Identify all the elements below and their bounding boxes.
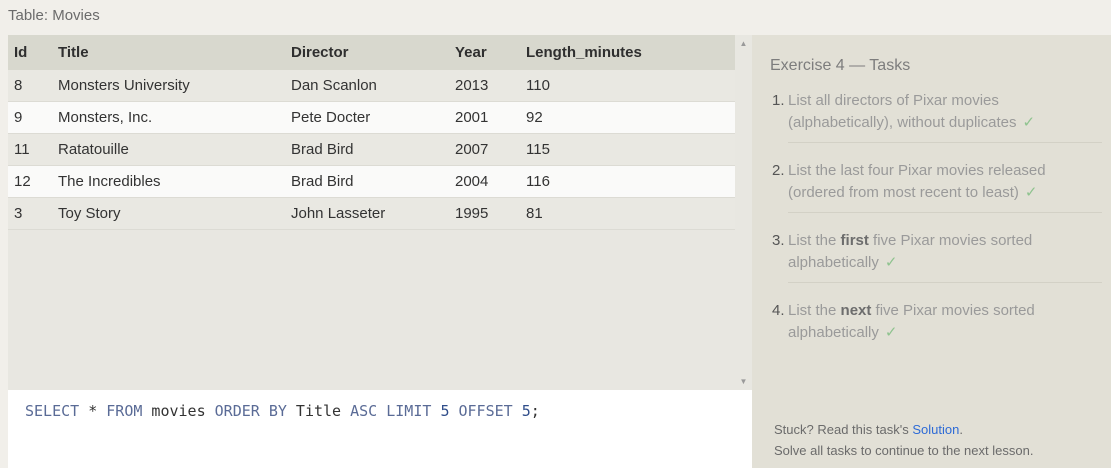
sql-keyword: ORDER BY (214, 402, 287, 420)
exercise-title: Exercise 4 — Tasks (770, 57, 911, 74)
task-text: List the last four Pixar movies released… (788, 160, 1102, 213)
task-emphasis: next (840, 302, 872, 319)
cell-id: 11 (14, 141, 30, 158)
sql-keyword: SELECT (25, 402, 80, 420)
cell-year: 1995 (455, 205, 489, 222)
exercise-footer: Stuck? Read this task's Solution. Solve … (774, 419, 1033, 461)
cell-length: 81 (526, 205, 543, 222)
table-row: 11 Ratatouille Brad Bird 2007 115 (8, 134, 735, 166)
scroll-up-icon[interactable]: ▲ (739, 39, 748, 48)
cell-id: 3 (14, 205, 23, 222)
sql-number: 5 (521, 402, 531, 420)
left-panel: Id Title Director Year Length_minutes 8 M… (8, 35, 752, 468)
table-row: 3 Toy Story John Lasseter 1995 81 (8, 198, 735, 230)
sql-text (513, 402, 522, 420)
task-text-part: List all directors of Pixar movies (alph… (788, 92, 1017, 131)
cell-director: Brad Bird (291, 173, 354, 190)
task-item: 3. List the first five Pixar movies sorte… (772, 230, 1102, 291)
checkmark-icon: ✓ (1022, 114, 1036, 131)
stuck-suffix: . (959, 422, 963, 437)
sql-text (449, 402, 458, 420)
task-text: List the first five Pixar movies sorted … (788, 230, 1102, 283)
sql-text: Title (286, 402, 351, 420)
task-number: 3. (772, 232, 785, 249)
cell-year: 2001 (455, 109, 489, 126)
column-header-length: Length_minutes (526, 44, 642, 61)
task-list: 1. List all directors of Pixar movies (al… (772, 90, 1102, 369)
cell-year: 2007 (455, 141, 489, 158)
cell-id: 8 (14, 77, 23, 94)
table-row: 8 Monsters University Dan Scanlon 2013 110 (8, 70, 735, 102)
table-caption: Table: Movies (8, 7, 100, 24)
task-text: List the next five Pixar movies sorted a… (788, 300, 1102, 352)
table-header: Id Title Director Year Length_minutes (8, 35, 735, 70)
column-header-title: Title (58, 44, 89, 61)
checkmark-icon: ✓ (1024, 184, 1038, 201)
task-number: 4. (772, 302, 785, 319)
cell-length: 110 (526, 77, 550, 94)
stuck-line: Stuck? Read this task's Solution. (774, 419, 1033, 440)
sql-text: * (79, 402, 107, 420)
column-header-director: Director (291, 44, 349, 61)
results-table: Id Title Director Year Length_minutes 8 M… (8, 35, 752, 390)
task-text-part: List the last four Pixar movies released… (788, 162, 1046, 201)
cell-director: John Lasseter (291, 205, 386, 222)
exercise-panel: Exercise 4 — Tasks 1. List all directors … (752, 35, 1111, 468)
cell-director: Dan Scanlon (291, 77, 377, 94)
task-text-part: five Pixar movies sorted alphabetically (788, 302, 1035, 341)
sql-query[interactable]: SELECT * FROM movies ORDER BY Title ASC … (25, 402, 540, 420)
task-text-part: List the (788, 302, 841, 319)
continue-text: Solve all tasks to continue to the next … (774, 443, 1034, 458)
cell-title: Toy Story (58, 205, 121, 222)
cell-length: 116 (526, 173, 550, 190)
checkmark-icon: ✓ (884, 324, 898, 341)
cell-title: Monsters, Inc. (58, 109, 153, 126)
cell-director: Pete Docter (291, 109, 371, 126)
column-header-id: Id (14, 44, 28, 61)
table-row: 12 The Incredibles Brad Bird 2004 116 (8, 166, 735, 198)
cell-title: Ratatouille (58, 141, 129, 158)
cell-length: 115 (526, 141, 550, 158)
task-item: 1. List all directors of Pixar movies (al… (772, 90, 1102, 151)
sql-text: ; (530, 402, 540, 420)
cell-title: The Incredibles (58, 173, 161, 190)
task-text: List all directors of Pixar movies (alph… (788, 90, 1102, 143)
sql-number: 5 (440, 402, 450, 420)
task-emphasis: first (840, 232, 869, 249)
cell-id: 12 (14, 173, 31, 190)
task-number: 1. (772, 92, 785, 109)
cell-director: Brad Bird (291, 141, 354, 158)
task-text-part: five Pixar movies sorted alphabetically (788, 232, 1033, 271)
sql-editor[interactable]: SELECT * FROM movies ORDER BY Title ASC … (8, 390, 752, 468)
task-item: 2. List the last four Pixar movies releas… (772, 160, 1102, 221)
column-header-year: Year (455, 44, 487, 61)
cell-year: 2004 (455, 173, 489, 190)
cell-title: Monsters University (58, 77, 190, 94)
task-text-part: List the (788, 232, 841, 249)
scroll-down-icon[interactable]: ▼ (739, 377, 748, 386)
sql-text: movies (142, 402, 215, 420)
sql-keyword: FROM (106, 402, 143, 420)
checkmark-icon: ✓ (884, 254, 898, 271)
sql-keyword: OFFSET (458, 402, 513, 420)
sql-keyword: ASC (350, 402, 378, 420)
cell-length: 92 (526, 109, 543, 126)
solution-link[interactable]: Solution (912, 422, 960, 437)
cell-year: 2013 (455, 77, 489, 94)
task-item: 4. List the next five Pixar movies sorted… (772, 300, 1102, 360)
sql-keyword: LIMIT (386, 402, 432, 420)
table-row: 9 Monsters, Inc. Pete Docter 2001 92 (8, 102, 735, 134)
stuck-prefix: Stuck? Read this task's (774, 422, 913, 437)
cell-id: 9 (14, 109, 23, 126)
task-number: 2. (772, 162, 785, 179)
table-scrollbar[interactable]: ▲ ▼ (735, 35, 752, 390)
sql-text (377, 402, 386, 420)
